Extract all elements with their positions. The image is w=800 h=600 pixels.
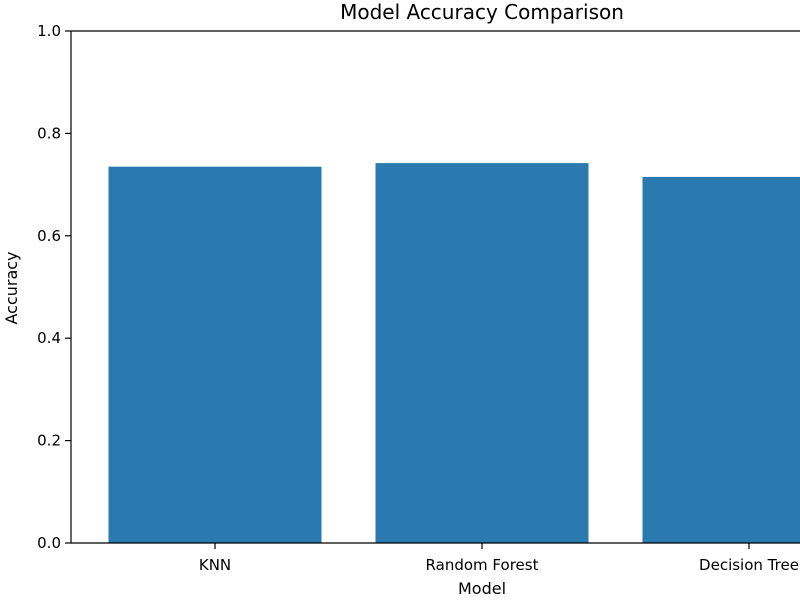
x-tick-label: KNN [199,556,231,574]
y-tick-label: 0.0 [37,534,61,552]
y-tick-label: 1.0 [37,22,61,40]
y-tick-label: 0.2 [37,432,61,450]
x-axis-ticks: KNN Random Forest Decision Tree [199,543,799,574]
y-axis-ticks: 0.0 0.2 0.4 0.6 0.8 1.0 [37,22,71,552]
bar-random-forest [375,163,589,543]
y-axis-label: Accuracy [2,251,21,324]
y-tick-label: 0.4 [37,329,61,347]
x-tick-label: Random Forest [426,556,539,574]
bar-knn [108,166,322,543]
y-tick-label: 0.8 [37,124,61,142]
chart-title: Model Accuracy Comparison [340,0,624,24]
y-tick-label: 0.6 [37,227,61,245]
x-tick-label: Decision Tree [699,556,799,574]
bar-group [108,163,800,544]
bar-decision-tree [642,176,800,544]
x-axis-label: Model [458,579,506,598]
